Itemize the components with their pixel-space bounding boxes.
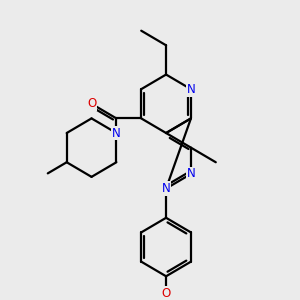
Text: O: O [161, 287, 171, 300]
Text: N: N [112, 127, 121, 140]
Text: N: N [187, 83, 195, 96]
Text: N: N [187, 167, 195, 180]
Text: O: O [87, 97, 96, 110]
Text: N: N [162, 182, 170, 195]
